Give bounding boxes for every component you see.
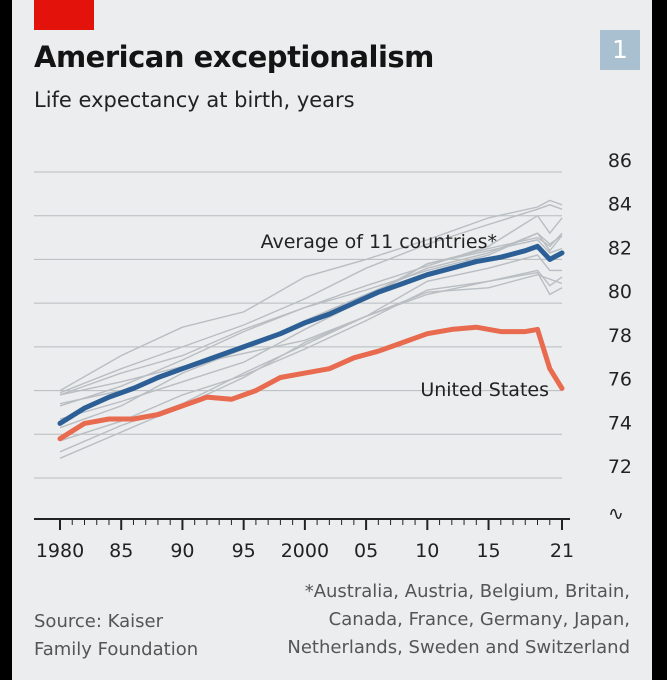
x-tick-label: 85 [109, 540, 133, 562]
country-line [59, 204, 563, 394]
chart-title: American exceptionalism [34, 40, 434, 74]
y-tick-label: 76 [608, 369, 632, 391]
x-tick-label: 90 [170, 540, 194, 562]
y-tick-label: 72 [608, 456, 632, 478]
country-line [59, 273, 563, 459]
country-line [59, 269, 563, 453]
x-tick-label: 95 [232, 540, 256, 562]
country-line [59, 199, 563, 392]
x-axis: 1980 85 90 95 2000 05 10 15 21 [34, 518, 574, 562]
x-tick-label: 21 [550, 540, 574, 562]
y-tick-label: 80 [608, 281, 632, 303]
x-tick-label: 2000 [281, 540, 329, 562]
united-states-line [57, 324, 565, 442]
country-line [59, 271, 563, 442]
y-axis: 86 84 82 80 78 76 74 72 ∿ [608, 150, 632, 525]
country-line [59, 232, 563, 396]
x-tick-label: 10 [415, 540, 439, 562]
economist-red-tab [34, 0, 94, 30]
chart-card: American exceptionalism Life expectancy … [12, 0, 652, 680]
chart-subtitle: Life expectancy at birth, years [34, 88, 355, 112]
line-chart: 86 84 82 80 78 76 74 72 ∿ 1980 85 90 95 2000 05 10 15 21… [34, 150, 632, 562]
source-line: Source: Kaiser [34, 611, 163, 632]
country-line [59, 254, 562, 396]
x-tick-label: 15 [476, 540, 500, 562]
series-label-average: Average of 11 countries* [261, 231, 497, 253]
footnote-line: *Australia, Austria, Belgium, Britain, [304, 581, 630, 602]
x-tick-label: 05 [354, 540, 378, 562]
footnote-line: Netherlands, Sweden and Switzerland [287, 637, 630, 658]
y-tick-label: 84 [608, 194, 632, 216]
y-tick-label: 82 [608, 237, 632, 259]
footnote: *Australia, Austria, Belgium, Britain, C… [287, 578, 630, 662]
y-tick-label: 74 [608, 412, 632, 434]
y-tick-label: 78 [608, 325, 632, 347]
average-line [57, 243, 565, 426]
main-series [57, 243, 565, 442]
series-label-united-states: United States [420, 379, 549, 401]
chart-number-badge: 1 [600, 30, 640, 70]
source-line: Family Foundation [34, 639, 199, 660]
axis-break-symbol: ∿ [608, 503, 624, 525]
y-tick-label: 86 [608, 150, 632, 172]
country-line [59, 214, 563, 407]
x-tick-label: 1980 [36, 540, 84, 562]
source-note: Source: Kaiser Family Foundation [34, 608, 198, 664]
footnote-line: Canada, France, Germany, Japan, [328, 609, 630, 630]
